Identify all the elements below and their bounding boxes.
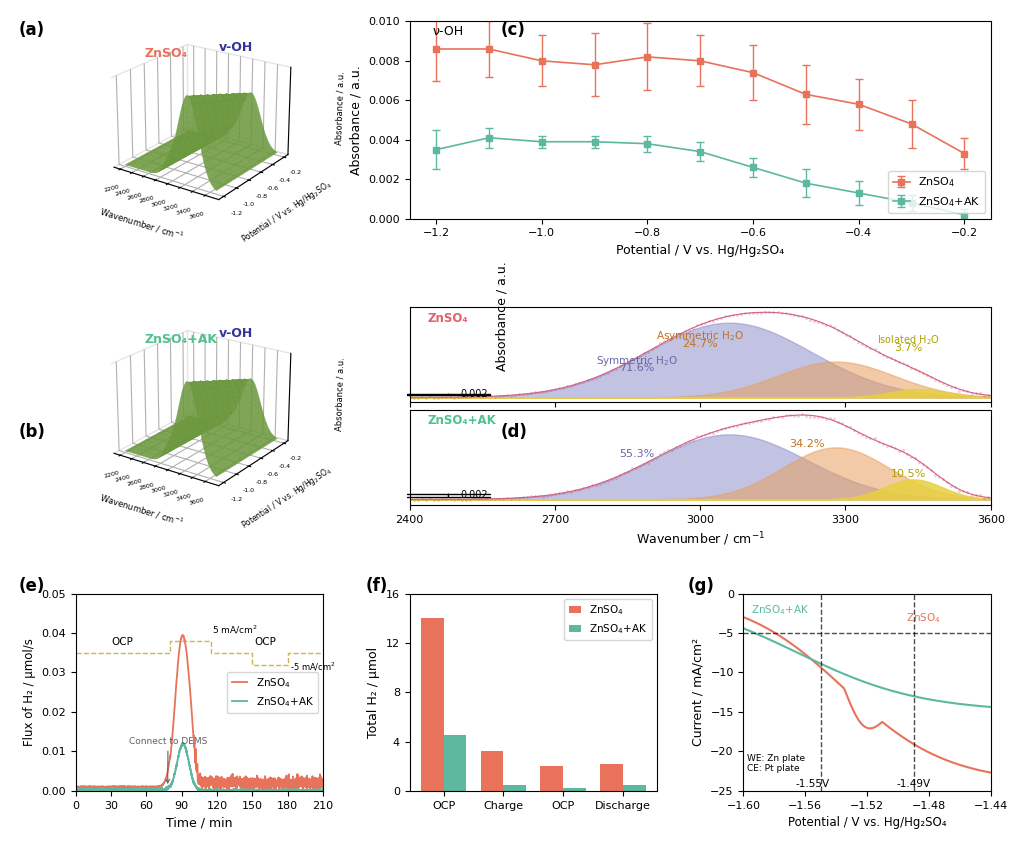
ZnSO$_4$ xyxy=(317,786,330,796)
Text: ZnSO$_4$: ZnSO$_4$ xyxy=(906,611,940,625)
Text: 10.5%: 10.5% xyxy=(891,469,926,480)
X-axis label: Wavenumber / cm$^{-1}$: Wavenumber / cm$^{-1}$ xyxy=(636,530,765,548)
Bar xyxy=(503,785,526,791)
ZnSO$_4$ xyxy=(82,782,94,793)
Legend: ZnSO$_4$, ZnSO$_4$+AK: ZnSO$_4$, ZnSO$_4$+AK xyxy=(564,598,652,640)
Text: (e): (e) xyxy=(18,577,44,595)
ZnSO$_4$+AK xyxy=(310,786,323,796)
Text: v-OH: v-OH xyxy=(219,327,254,340)
ZnSO$_4$ xyxy=(222,786,235,796)
ZnSO$_4$ xyxy=(176,630,188,640)
Legend: ZnSO$_4$, ZnSO$_4$+AK: ZnSO$_4$, ZnSO$_4$+AK xyxy=(889,171,986,213)
Text: 5 mA/cm$^2$: 5 mA/cm$^2$ xyxy=(212,623,258,635)
Text: ZnSO₄+AK: ZnSO₄+AK xyxy=(145,333,217,346)
X-axis label: Potential / V vs. Hg/Hg₂SO₄: Potential / V vs. Hg/Hg₂SO₄ xyxy=(788,817,946,829)
ZnSO$_4$+AK xyxy=(317,785,330,795)
ZnSO$_4$+AK xyxy=(83,784,95,794)
Text: 0.002: 0.002 xyxy=(460,491,488,500)
ZnSO$_4$ xyxy=(265,783,277,793)
X-axis label: Potential / V vs. Hg/Hg₂SO₄: Potential / V vs. Hg/Hg₂SO₄ xyxy=(616,244,785,257)
Text: ZnSO₄: ZnSO₄ xyxy=(145,47,187,60)
Text: (g): (g) xyxy=(687,577,715,595)
Y-axis label: Potential / V vs. Hg/Hg$_2$SO$_4$: Potential / V vs. Hg/Hg$_2$SO$_4$ xyxy=(240,178,335,246)
Text: 24.7%: 24.7% xyxy=(682,339,718,349)
Text: Absorbance / a.u.: Absorbance / a.u. xyxy=(496,262,509,371)
Text: ZnSO$_4$+AK: ZnSO$_4$+AK xyxy=(751,604,810,617)
Line: ZnSO$_4$: ZnSO$_4$ xyxy=(76,635,324,791)
Text: (b): (b) xyxy=(18,423,45,441)
ZnSO$_4$ xyxy=(310,781,323,792)
ZnSO$_4$+AK xyxy=(178,738,190,748)
Text: (d): (d) xyxy=(500,423,528,441)
Text: 55.3%: 55.3% xyxy=(620,450,655,459)
Y-axis label: Absorbance / a.u.: Absorbance / a.u. xyxy=(350,65,363,175)
Text: (f): (f) xyxy=(366,577,388,595)
Text: (a): (a) xyxy=(18,21,44,39)
Bar xyxy=(421,618,444,791)
X-axis label: Time / min: Time / min xyxy=(166,817,233,829)
Text: 3.7%: 3.7% xyxy=(895,343,923,353)
Text: Connect to DEMS: Connect to DEMS xyxy=(128,736,207,783)
Line: ZnSO$_4$+AK: ZnSO$_4$+AK xyxy=(76,743,324,791)
ZnSO$_4$+AK xyxy=(70,784,82,794)
ZnSO$_4$ xyxy=(70,781,82,792)
Bar xyxy=(563,787,586,791)
ZnSO$_4$+AK xyxy=(310,786,323,796)
ZnSO$_4$+AK xyxy=(190,782,202,793)
ZnSO$_4$ xyxy=(184,679,196,689)
Text: Asymmetric H$_2$O: Asymmetric H$_2$O xyxy=(656,329,744,343)
ZnSO$_4$+AK xyxy=(70,786,82,796)
Text: -1.55V: -1.55V xyxy=(796,779,830,789)
ZnSO$_4$+AK xyxy=(265,786,277,796)
Text: ν-OH: ν-OH xyxy=(433,25,464,38)
Bar xyxy=(480,752,503,791)
Y-axis label: Total H₂ / μmol: Total H₂ / μmol xyxy=(367,646,380,738)
Bar xyxy=(601,764,623,791)
Text: ZnSO₄+AK: ZnSO₄+AK xyxy=(427,414,495,428)
Bar xyxy=(444,735,466,791)
Bar xyxy=(623,786,646,791)
Text: -5 mA/cm$^2$: -5 mA/cm$^2$ xyxy=(290,661,336,673)
ZnSO$_4$+AK xyxy=(184,760,196,770)
Text: 34.2%: 34.2% xyxy=(789,439,825,450)
Text: ZnSO₄: ZnSO₄ xyxy=(427,312,468,325)
Y-axis label: Flux of H₂ / μmol/s: Flux of H₂ / μmol/s xyxy=(23,639,35,746)
ZnSO$_4$ xyxy=(310,773,323,783)
Text: v-OH: v-OH xyxy=(219,41,254,54)
ZnSO$_4$ xyxy=(190,760,202,770)
Text: OCP: OCP xyxy=(111,637,133,647)
Y-axis label: Current / mA/cm²: Current / mA/cm² xyxy=(692,638,705,746)
Text: (c): (c) xyxy=(500,21,526,39)
Text: 0.002: 0.002 xyxy=(460,389,488,399)
Text: Symmetric H$_2$O: Symmetric H$_2$O xyxy=(596,354,678,368)
Text: WE: Zn plate
CE: Pt plate: WE: Zn plate CE: Pt plate xyxy=(746,754,805,773)
Text: 71.6%: 71.6% xyxy=(620,363,655,374)
Text: OCP: OCP xyxy=(255,637,277,647)
Y-axis label: Potential / V vs. Hg/Hg$_2$SO$_4$: Potential / V vs. Hg/Hg$_2$SO$_4$ xyxy=(240,463,335,532)
Text: -1.49V: -1.49V xyxy=(897,779,930,789)
X-axis label: Wavenumber / cm$^{-1}$: Wavenumber / cm$^{-1}$ xyxy=(98,205,185,243)
Bar xyxy=(541,766,563,791)
Text: Isolated H$_2$O: Isolated H$_2$O xyxy=(877,333,940,347)
X-axis label: Wavenumber / cm$^{-1}$: Wavenumber / cm$^{-1}$ xyxy=(98,491,185,528)
Legend: ZnSO$_4$, ZnSO$_4$+AK: ZnSO$_4$, ZnSO$_4$+AK xyxy=(227,672,317,713)
